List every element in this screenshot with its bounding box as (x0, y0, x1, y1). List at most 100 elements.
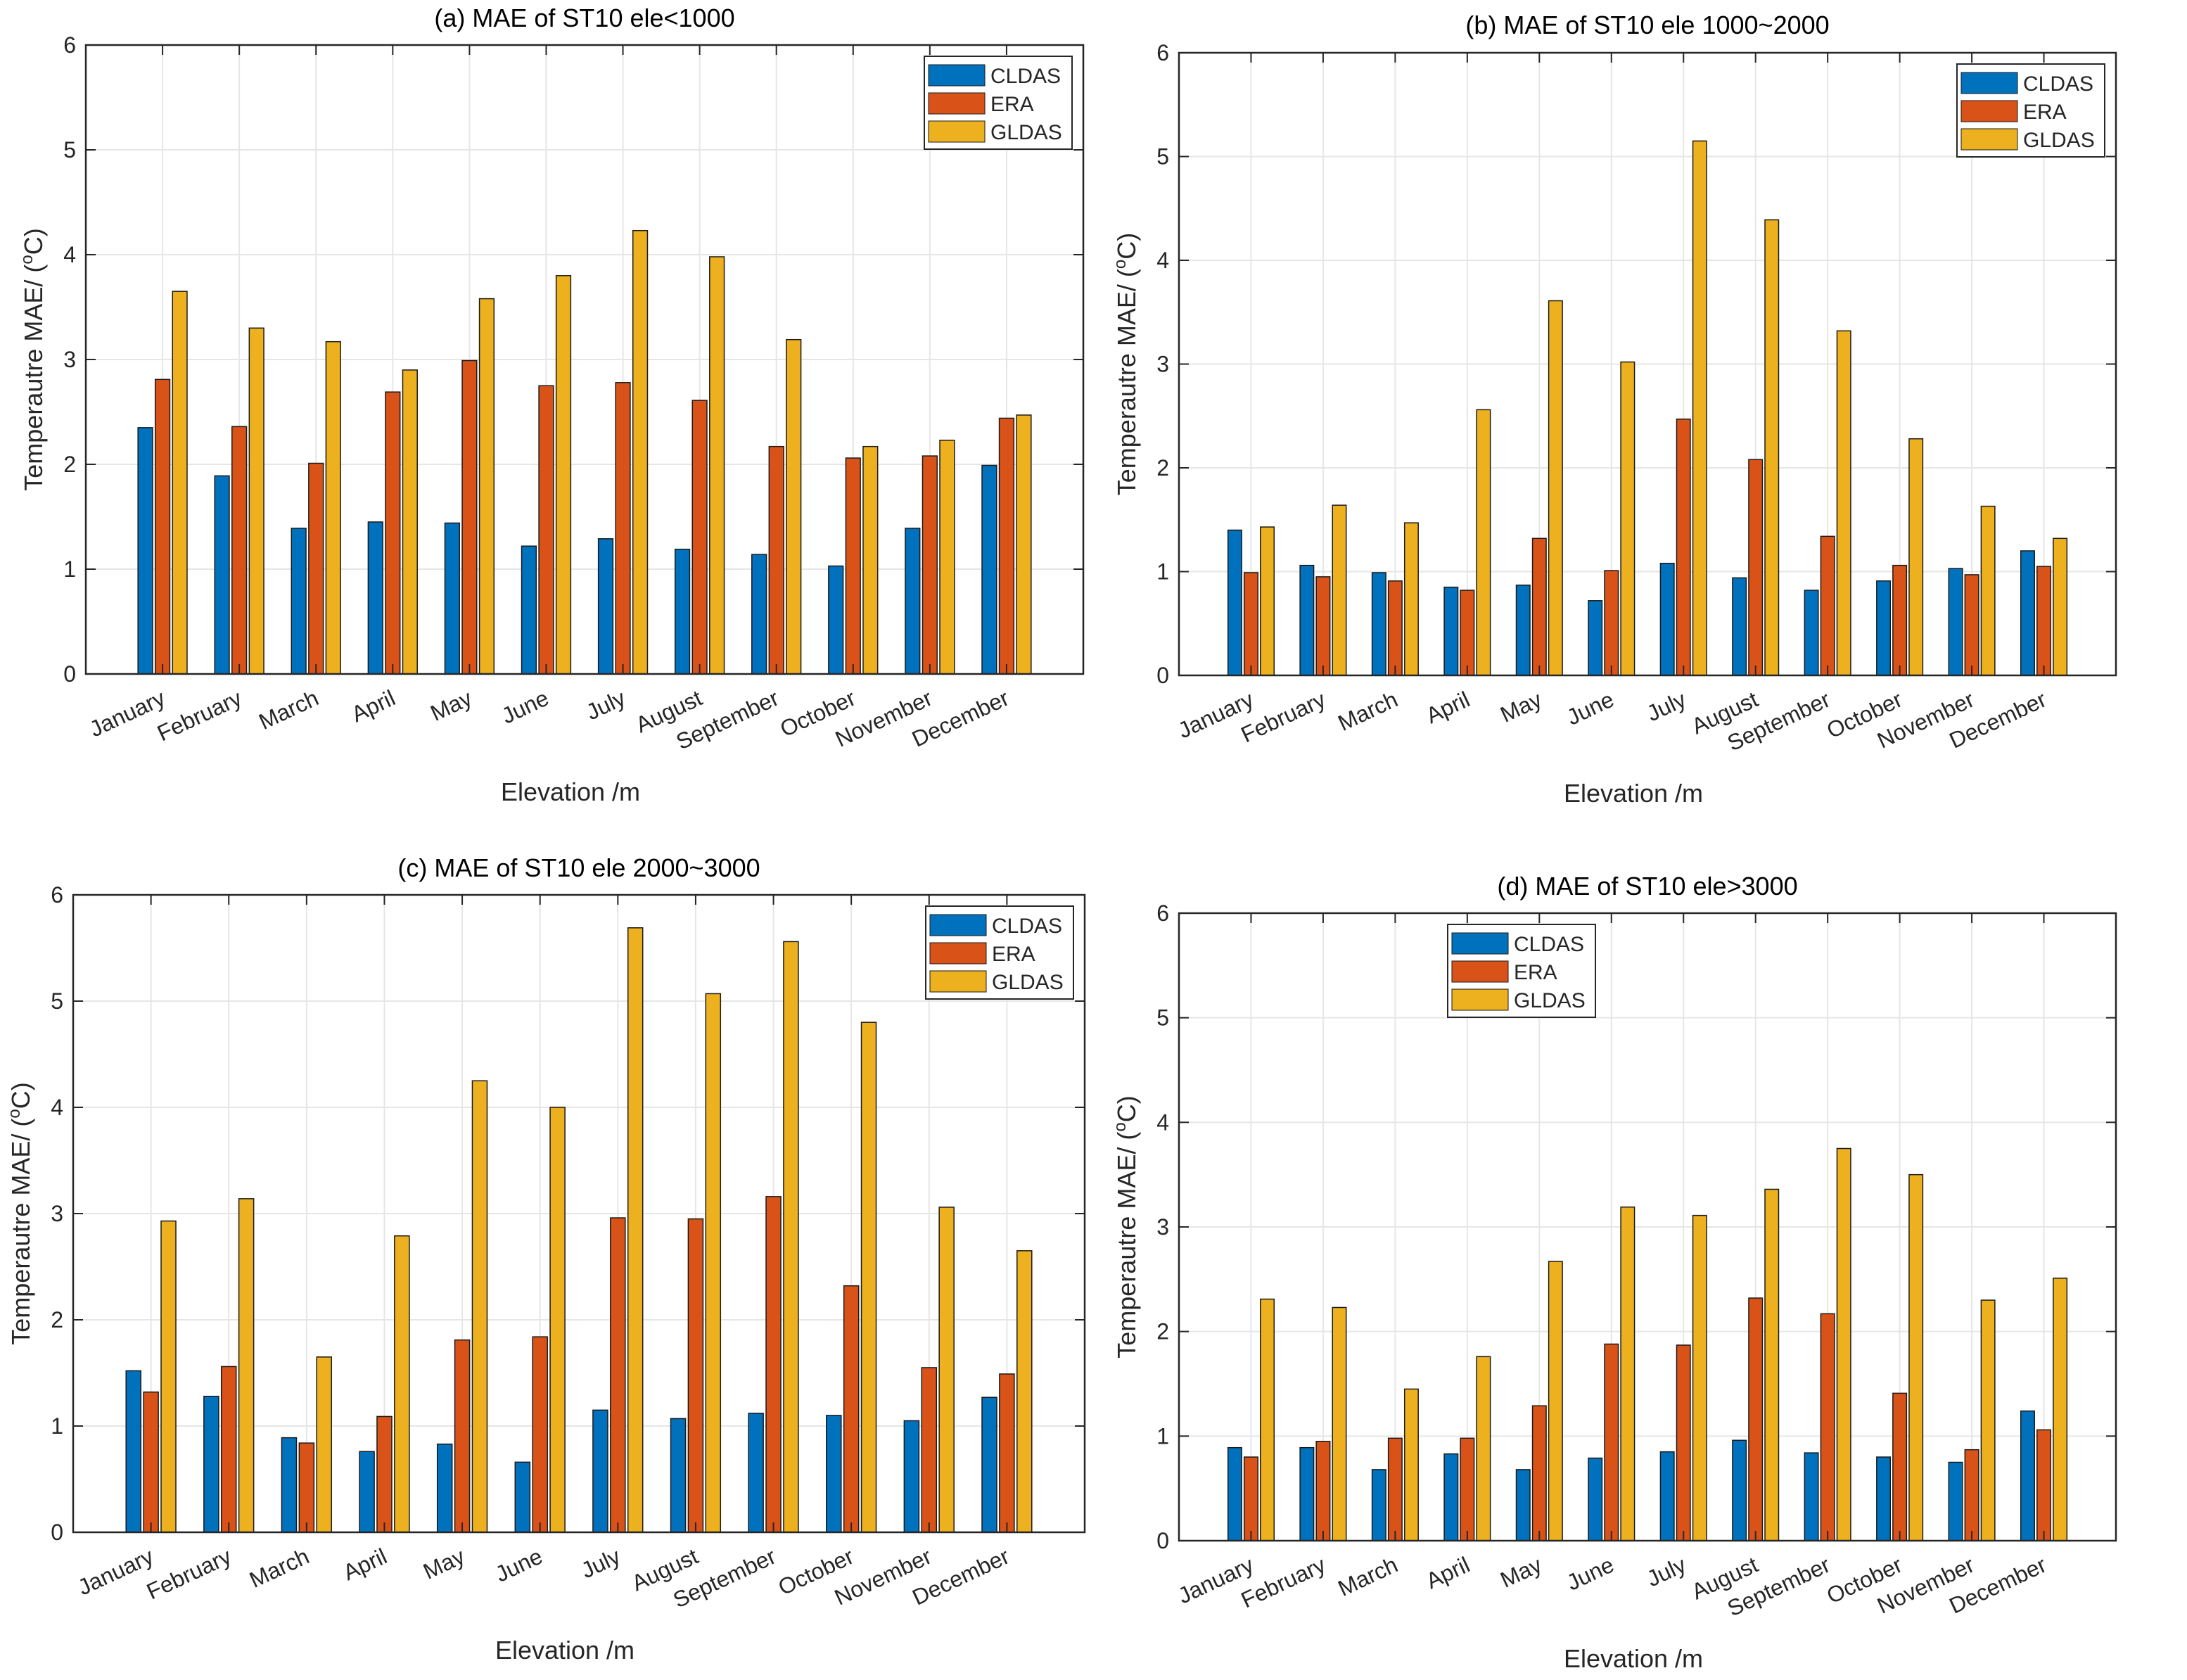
legend-swatch-era (929, 942, 987, 965)
legend-swatch-cldas (1451, 932, 1509, 955)
bar-cldas-september (1804, 1452, 1819, 1541)
bar-era-june (532, 1336, 548, 1533)
bar-cldas-october (1876, 580, 1892, 676)
bar-cldas-february (203, 1395, 219, 1533)
bar-era-june (1604, 1343, 1619, 1541)
legend: CLDAS ERA GLDAS (925, 905, 1074, 1000)
bar-era-july (610, 1217, 626, 1533)
bar-cldas-august (1732, 577, 1747, 676)
bar-era-october (1892, 564, 1908, 676)
legend: CLDAS ERA GLDAS (1447, 924, 1596, 1018)
chart-title: (a) MAE of ST10 ele<1000 (434, 4, 734, 32)
legend-label-gldas: GLDAS (2023, 129, 2095, 152)
bar-gldas-february (1332, 504, 1347, 676)
bar-gldas-august (709, 256, 725, 675)
bar-era-november (1964, 1449, 1979, 1541)
y-axis-label-superscript: o (1111, 260, 1130, 269)
y-tick-label: 3 (1156, 352, 1169, 377)
bar-cldas-july (1659, 1451, 1675, 1541)
bar-era-may (461, 359, 478, 675)
bar-cldas-june (521, 545, 537, 675)
bar-cldas-november (1948, 568, 1963, 676)
y-tick-label: 1 (1156, 1423, 1169, 1449)
bar-gldas-november (939, 439, 955, 675)
x-tick-label-january: January (74, 1544, 157, 1601)
bar-cldas-august (674, 548, 691, 675)
bar-gldas-august (705, 993, 722, 1533)
bar-era-august (1748, 1297, 1764, 1541)
y-tick-label: 6 (1156, 901, 1169, 926)
bar-cldas-april (359, 1451, 375, 1533)
bar-cldas-february (1299, 1446, 1315, 1541)
x-tick-label-june: June (492, 1544, 547, 1587)
y-tick-label: 6 (1156, 40, 1169, 65)
bar-era-september (1820, 535, 1835, 676)
bar-cldas-september (1804, 590, 1819, 676)
y-axis-label: Temperautre MAE/ (oC) (5, 1082, 35, 1344)
bar-gldas-february (1332, 1306, 1347, 1541)
bar-era-december (999, 1373, 1015, 1533)
legend-swatch-era (1451, 960, 1509, 983)
x-tick-label-march: March (255, 685, 322, 734)
bar-era-july (615, 382, 631, 675)
legend: CLDAS ERA GLDAS (1956, 63, 2105, 158)
bar-cldas-december (2020, 550, 2035, 676)
legend: CLDAS ERA GLDAS (924, 56, 1073, 150)
bar-cldas-january (1227, 529, 1242, 676)
bar-cldas-march (1371, 572, 1386, 676)
y-tick-label: 1 (1156, 559, 1169, 585)
x-tick-label-march: March (1334, 1552, 1402, 1601)
y-tick-label: 0 (63, 661, 76, 687)
y-tick-label: 6 (51, 882, 63, 908)
x-tick-label-may: May (419, 1544, 468, 1584)
bar-era-october (843, 1285, 860, 1533)
bar-cldas-january (137, 427, 153, 675)
x-tick-label-april: April (339, 1544, 390, 1586)
bar-era-may (454, 1339, 471, 1533)
legend-swatch-cldas (1960, 72, 2018, 94)
bar-gldas-august (1764, 219, 1780, 676)
x-tick-label-june: June (1563, 687, 1618, 730)
x-tick-label-february: February (143, 1544, 235, 1605)
y-axis-label-unit: C) (19, 228, 48, 255)
y-axis-label-unit: C) (6, 1082, 35, 1109)
y-axis-label-unit: C) (1112, 233, 1141, 260)
legend-label-cldas: CLDAS (1514, 933, 1584, 956)
y-tick-label: 4 (63, 242, 76, 267)
bar-cldas-may (1515, 1469, 1531, 1541)
legend-swatch-cldas (929, 914, 987, 936)
legend-swatch-gldas (1451, 988, 1509, 1011)
y-tick-label: 3 (51, 1201, 63, 1226)
legend-label-era: ERA (2023, 101, 2067, 124)
bar-gldas-june (1620, 361, 1636, 676)
bar-gldas-august (1764, 1188, 1780, 1541)
chart-title: (d) MAE of ST10 ele>3000 (1497, 872, 1797, 901)
legend-swatch-gldas (928, 120, 986, 143)
bar-era-september (768, 445, 784, 675)
bar-era-june (538, 385, 554, 675)
bar-era-february (1315, 1441, 1331, 1541)
chart-title: (b) MAE of ST10 ele 1000~2000 (1465, 11, 1829, 39)
x-tick-label-april: April (348, 685, 399, 727)
bar-era-september (765, 1196, 782, 1533)
bar-era-may (1531, 537, 1547, 676)
bar-cldas-may (436, 1443, 453, 1533)
bar-era-april (1460, 590, 1475, 676)
bar-era-november (921, 1367, 938, 1533)
bar-cldas-december (2020, 1410, 2035, 1541)
bar-cldas-january (1227, 1446, 1242, 1541)
bar-gldas-january (1260, 526, 1275, 676)
bar-gldas-march (316, 1356, 332, 1533)
legend-label-gldas: GLDAS (1514, 989, 1586, 1012)
bar-cldas-may (1515, 584, 1531, 676)
x-tick-label-july: July (582, 685, 630, 725)
bar-era-september (1820, 1313, 1835, 1541)
bar-gldas-february (238, 1198, 255, 1533)
bar-gldas-july (627, 927, 644, 1533)
bar-gldas-september (783, 941, 799, 1533)
bar-era-april (376, 1415, 393, 1533)
x-axis-label: Elevation /m (1564, 1644, 1703, 1673)
bar-cldas-september (748, 1413, 764, 1533)
bar-gldas-may (1548, 1261, 1563, 1541)
legend-swatch-gldas (1960, 128, 2018, 151)
